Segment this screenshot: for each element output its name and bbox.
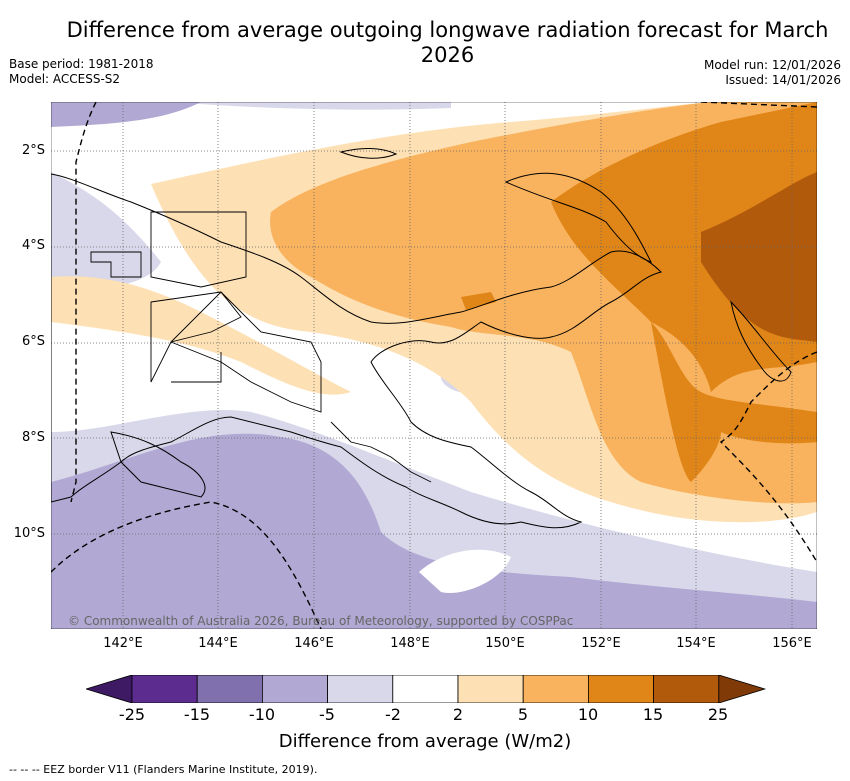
colorbar-segment: [392, 675, 459, 703]
colorbar-tick: 10: [577, 705, 599, 724]
lon-label: 150°E: [485, 636, 525, 651]
colorbar-segment: [196, 675, 263, 703]
lon-label: 146°E: [294, 636, 334, 651]
colorbar-segment: [131, 675, 198, 703]
province-borders: [90, 211, 432, 483]
contour-pos-light-west: [51, 276, 351, 395]
lat-label: 6°S: [21, 334, 45, 349]
colorbar-tick: 25: [707, 705, 729, 724]
colorbar-segment: [587, 675, 654, 703]
colorbar-tick: -2: [385, 705, 401, 724]
colorbar-tick: 5: [517, 705, 529, 724]
contour-neg2-south: [51, 433, 817, 629]
contour-neg-top: [51, 102, 451, 110]
lon-label: 142°E: [103, 636, 143, 651]
contour-pos-strong-patch: [461, 292, 496, 310]
colorbar-tick: 15: [642, 705, 664, 724]
lat-label: 2°S: [21, 143, 45, 158]
meta-left: Base period: 1981-2018 Model: ACCESS-S2: [9, 57, 154, 87]
issued-date: Issued: 14/01/2026: [725, 73, 841, 87]
copyright-notice: © Commonwealth of Australia 2026, Bureau…: [68, 614, 574, 628]
map-title: Difference from average outgoing longwav…: [66, 18, 829, 67]
contour-neg-west: [51, 172, 161, 292]
lon-label: 152°E: [581, 636, 621, 651]
colorbar: [86, 675, 767, 703]
colorbar-extend-high: [718, 675, 767, 703]
eez-borders: [51, 102, 817, 629]
coastline-bougainville: [730, 300, 792, 382]
colorbar-segment: [261, 675, 328, 703]
lon-label: 144°E: [198, 636, 238, 651]
contour-pos-max: [701, 172, 817, 342]
lat-label: 4°S: [21, 238, 45, 253]
coastline-manus: [339, 148, 398, 159]
colorbar-segment: [327, 675, 394, 703]
colorbar-tick: -5: [319, 705, 335, 724]
map-panel: [51, 102, 817, 629]
lon-label: 148°E: [390, 636, 430, 651]
colorbar-extend-low: [86, 675, 133, 703]
eez-footnote: -- -- -- EEZ border V11 (Flanders Marine…: [9, 763, 318, 776]
model-run: Model run: 12/01/2026: [703, 58, 841, 72]
coastline-south: [110, 431, 206, 498]
lat-label: 10°S: [13, 526, 45, 541]
coastline-mainland: [51, 173, 662, 529]
lon-label: 156°E: [772, 636, 812, 651]
contour-white-patch: [419, 549, 511, 593]
coastline-new-ireland: [504, 172, 652, 263]
colorbar-segment: [522, 675, 589, 703]
colorbar-tick: 2: [452, 705, 464, 724]
colorbar-label: Difference from average (W/m2): [278, 731, 572, 752]
colorbar-tick: -15: [183, 705, 211, 724]
graticule: [51, 102, 817, 629]
colorbar-tick: -25: [118, 705, 146, 724]
base-period: Base period: 1981-2018: [9, 57, 154, 71]
meta-right: Model run: 12/01/2026 Issued: 14/01/2026: [704, 58, 841, 88]
lon-label: 154°E: [676, 636, 716, 651]
colorbar-segment: [653, 675, 720, 703]
model-name: Model: ACCESS-S2: [9, 72, 121, 86]
lat-label: 8°S: [21, 430, 45, 445]
colorbar-tick: -10: [248, 705, 276, 724]
colorbar-segment: [457, 675, 524, 703]
